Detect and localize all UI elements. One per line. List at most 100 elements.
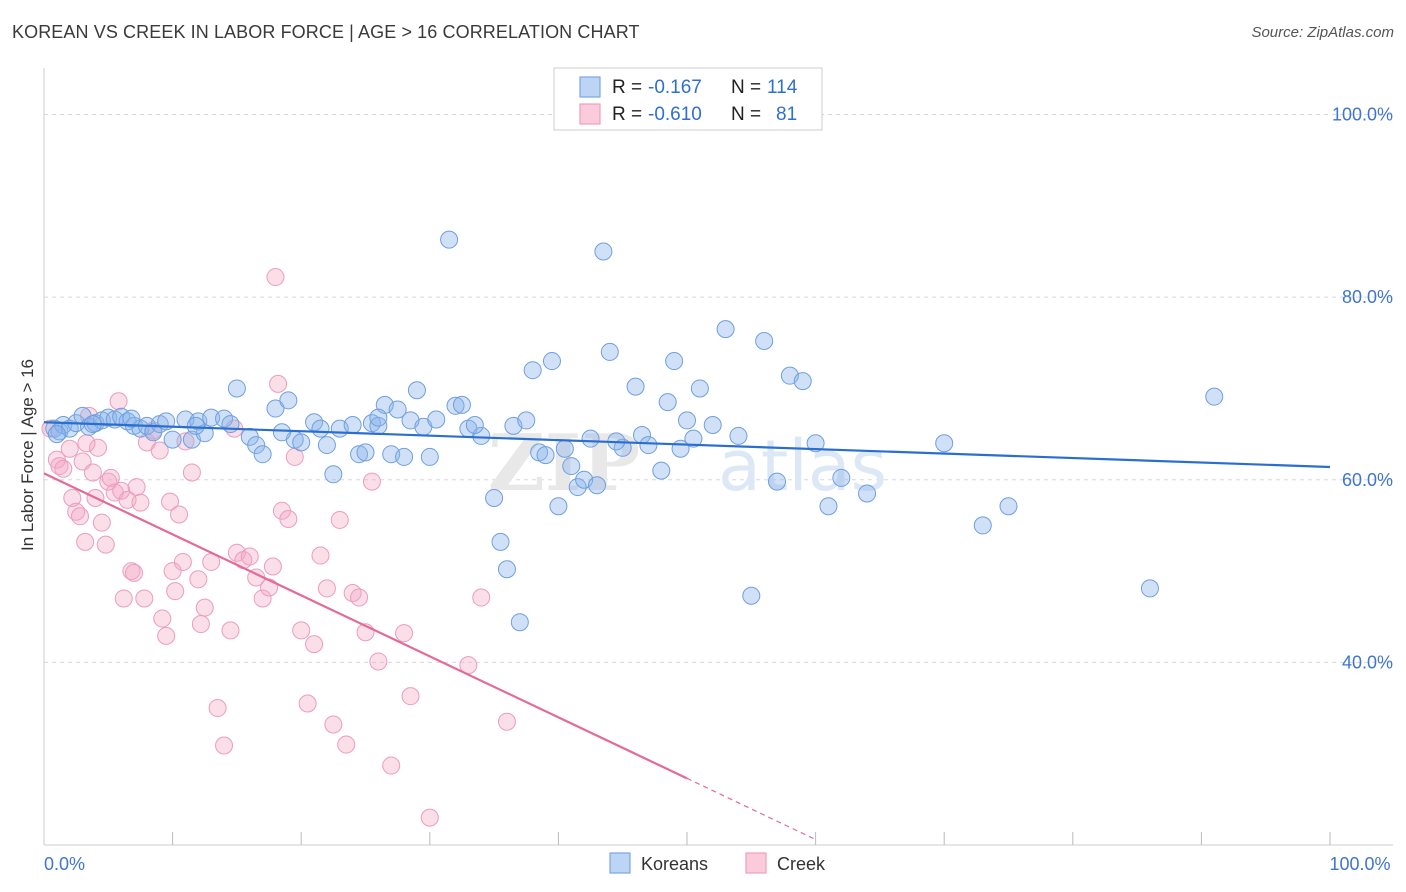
creek-point	[317, 579, 336, 598]
koreans-swatch	[579, 76, 601, 98]
creek-point	[150, 441, 169, 460]
korean-point	[755, 331, 774, 350]
creek-point	[112, 481, 131, 500]
creek-point	[92, 513, 111, 532]
creek-point	[208, 699, 227, 718]
korean-point	[973, 516, 992, 535]
creek-point	[269, 374, 288, 393]
creek-point	[324, 715, 343, 734]
korean-point	[99, 408, 118, 427]
creek-point	[109, 392, 128, 411]
creek-point	[83, 463, 102, 482]
korean-point	[549, 497, 568, 516]
creek-point	[343, 583, 362, 602]
creek-point	[215, 736, 234, 755]
korean-point	[279, 391, 298, 410]
creek-r-label: R =	[612, 104, 642, 125]
legend-koreans-label: Koreans	[641, 854, 708, 874]
creek-point	[89, 438, 108, 457]
creek-point	[114, 589, 133, 608]
korean-point	[317, 436, 336, 455]
korean-point	[227, 379, 246, 398]
creek-point	[420, 808, 439, 827]
korean-point	[491, 532, 510, 551]
creek-point	[240, 547, 259, 566]
korean-point	[311, 419, 330, 438]
korean-point	[626, 377, 645, 396]
x-tick-label: 0.0%	[44, 854, 85, 874]
koreans-r-value: -0.167	[648, 77, 702, 98]
y-tick-label: 60.0%	[1342, 470, 1393, 490]
korean-point	[703, 415, 722, 434]
korean-point	[510, 613, 529, 632]
koreans-n-value: 114	[767, 77, 798, 98]
creek-point	[263, 557, 282, 576]
creek-point	[369, 652, 388, 671]
creek-point	[170, 505, 189, 524]
trend-lines	[43, 421, 1331, 841]
gridlines	[44, 114, 1393, 663]
creek-n-value: 81	[776, 104, 797, 125]
tick-labels: 40.0% 60.0% 80.0% 100.0% 0.0% 100.0%	[44, 105, 1393, 874]
korean-point	[1140, 579, 1159, 598]
creek-r-value: -0.610	[648, 104, 702, 125]
creek-point	[163, 562, 182, 581]
creek-point	[382, 756, 401, 775]
korean-point	[388, 400, 407, 419]
korean-point	[581, 429, 600, 448]
korean-point	[440, 230, 459, 249]
creek-point	[253, 589, 272, 608]
korean-point	[536, 446, 555, 465]
creek-point	[350, 588, 369, 607]
korean-point	[427, 410, 446, 429]
korean-point	[343, 415, 362, 434]
korean-point	[832, 468, 851, 487]
korean-point	[163, 430, 182, 449]
creek-point	[63, 489, 82, 508]
creek-point	[76, 532, 95, 551]
creek-point	[131, 493, 150, 512]
korean-point	[652, 461, 671, 480]
creek-point	[401, 687, 420, 706]
creek-point	[189, 570, 208, 589]
creek-point	[127, 478, 146, 497]
korean-point	[485, 489, 504, 508]
creek-point	[292, 621, 311, 640]
korean-point	[665, 352, 684, 371]
creek-point	[279, 510, 298, 529]
korean-point	[542, 352, 561, 371]
creek-swatch	[579, 103, 601, 125]
creek-point	[330, 510, 349, 529]
korean-point	[369, 408, 388, 427]
korean-point	[47, 425, 66, 444]
creek-points	[41, 268, 516, 827]
korean-point	[768, 472, 787, 491]
creek-point	[311, 546, 330, 565]
creek-point	[472, 588, 491, 607]
korean-point	[555, 439, 574, 458]
creek-point	[266, 268, 285, 287]
creek-trend-line	[43, 472, 688, 780]
creek-point	[497, 712, 516, 731]
creek-point	[122, 562, 141, 581]
creek-point	[71, 507, 90, 526]
korean-point	[600, 342, 619, 361]
korean-point	[407, 381, 426, 400]
creek-point	[173, 552, 192, 571]
korean-point	[472, 426, 491, 445]
creek-point	[395, 624, 414, 643]
korean-point	[266, 399, 285, 418]
korean-point	[690, 379, 709, 398]
korean-point	[420, 447, 439, 466]
korean-point	[716, 320, 735, 339]
koreans-points	[45, 230, 1224, 632]
legend-creek-label: Creek	[777, 854, 826, 874]
korean-point	[568, 478, 587, 497]
series-legend: Koreans Creek	[609, 852, 826, 874]
korean-point	[292, 433, 311, 452]
korean-trend-line	[43, 421, 1331, 469]
creek-point	[60, 439, 79, 458]
y-tick-label: 100.0%	[1332, 105, 1393, 125]
korean-point	[793, 372, 812, 391]
creek-n-label: N =	[731, 104, 761, 125]
